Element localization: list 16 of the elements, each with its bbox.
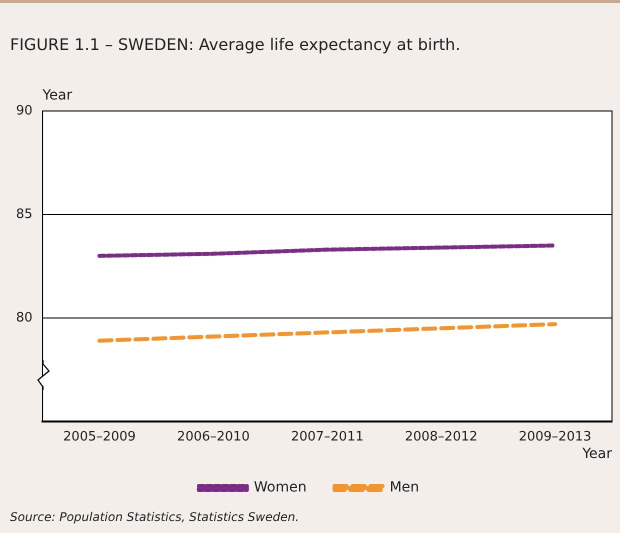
line-series bbox=[97, 322, 558, 343]
x-tick-label: 2009–2013 bbox=[518, 430, 592, 445]
chart-title: FIGURE 1.1 – SWEDEN: Average life expectancy at birth. bbox=[10, 35, 460, 54]
legend-label: Women bbox=[254, 480, 307, 496]
y-tick-label: 85 bbox=[16, 206, 33, 222]
source-note: Source: Population Statistics, Statistics Sweden. bbox=[10, 510, 300, 524]
x-tick-label: 2008–2012 bbox=[404, 430, 478, 445]
x-tick-label: 2005–2009 bbox=[63, 430, 136, 445]
x-tick-label: 2006–2010 bbox=[177, 430, 250, 445]
y-axis-title: Year bbox=[42, 88, 72, 104]
x-tick-label: 2007–2011 bbox=[290, 430, 364, 445]
y-tick-label: 90 bbox=[16, 103, 33, 118]
y-tick-label: 80 bbox=[16, 310, 33, 326]
line-series bbox=[97, 244, 558, 258]
legend-label: Men bbox=[390, 480, 420, 496]
x-axis-title: Year bbox=[581, 446, 612, 462]
